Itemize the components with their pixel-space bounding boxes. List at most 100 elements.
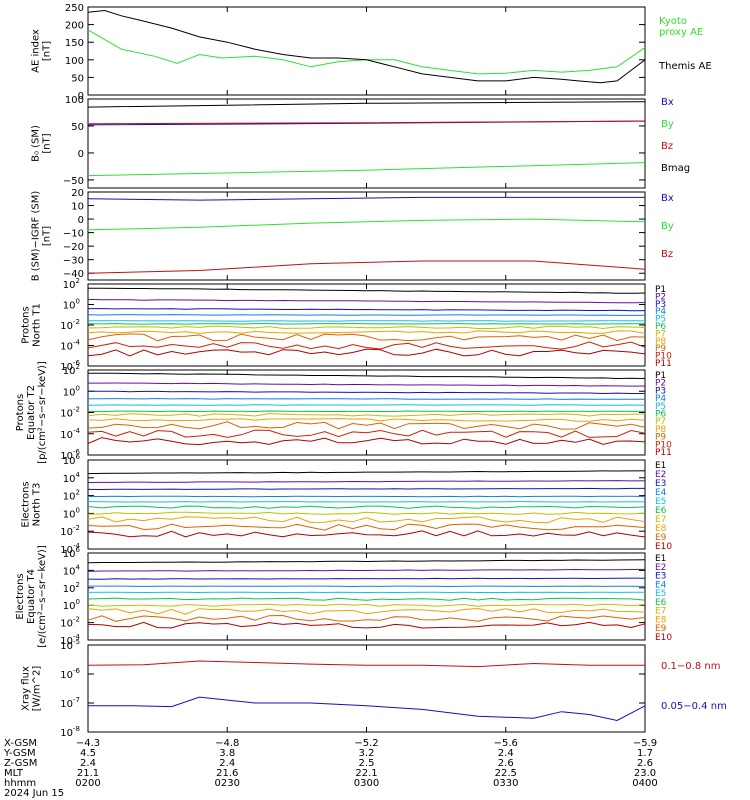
series-line	[87, 530, 646, 538]
legend-entry: P6	[655, 322, 666, 332]
y-tick-label: 100	[63, 384, 80, 398]
legend-entry: P2	[655, 292, 666, 302]
x-tick-label: 1.7	[637, 748, 653, 759]
x-tick-label: 0300	[354, 778, 379, 789]
y-axis-label-line: [e/(cm²−s−sr−keV)]	[37, 545, 48, 648]
series-line	[87, 505, 646, 509]
y-axis-label-line: Electrons	[15, 573, 26, 619]
panel-frame	[87, 644, 646, 733]
y-tick-label: 50	[71, 73, 84, 84]
series-line	[87, 614, 646, 622]
x-tick-label: 0200	[75, 778, 100, 789]
legend-entry: P1	[655, 285, 666, 295]
series-line	[87, 568, 646, 572]
y-tick-label: 10-4	[60, 427, 80, 441]
legend-entry: By	[661, 221, 674, 232]
y-axis-label: Protons North T1	[21, 303, 43, 347]
x-tick-label: 2.4	[219, 758, 235, 769]
legend-entry: E4	[655, 488, 667, 498]
y-tick-label: −50	[63, 176, 84, 187]
legend-entry: Kyoto	[659, 16, 687, 27]
y-tick-label: 10-2	[60, 524, 80, 538]
y-tick-label: 102	[63, 581, 80, 595]
y-axis-label: Electrons North T3	[21, 481, 43, 527]
y-axis-label-line: North T3	[32, 483, 43, 527]
series-line	[87, 480, 646, 483]
y-tick-label: 20	[71, 188, 84, 199]
legend-entry: Bz	[661, 249, 673, 260]
legend-entry: proxy AE	[659, 27, 703, 38]
y-tick-label: 10-2	[60, 616, 80, 630]
x-tick-label: 2.6	[637, 758, 653, 769]
series-line	[87, 29, 646, 75]
legend-entry: P6	[655, 410, 666, 420]
series-line	[87, 437, 646, 446]
y-axis-label-line: [nT]	[42, 41, 53, 61]
y-axis-label: Electrons Equator T4 [e/(cm²−s−sr−keV)]	[15, 545, 48, 648]
legend-entry: P4	[655, 394, 666, 404]
series-line	[88, 308, 646, 312]
y-axis-label-line: [W/m^2]	[32, 666, 43, 712]
y-axis-label: B (SM)−IGRF (SM) [nT]	[31, 191, 53, 282]
x-tick-label: 21.6	[216, 768, 238, 779]
series-line	[88, 495, 646, 498]
y-tick-label: 150	[65, 38, 84, 49]
legend-entry: P10	[655, 352, 672, 362]
legend-entry: E3	[655, 572, 666, 582]
series-line	[88, 390, 645, 395]
legend-entry: P7	[655, 417, 666, 427]
y-axis-label-line: B (SM)−IGRF (SM)	[31, 191, 42, 282]
legend-entry: P8	[655, 425, 666, 435]
x-tick-label: 0230	[215, 778, 240, 789]
x-tick-label: 4.5	[80, 748, 96, 759]
series-line	[87, 325, 646, 330]
series-line	[87, 621, 646, 629]
series-line	[87, 559, 646, 564]
panel-frame	[87, 191, 646, 281]
x-tick-label: 23.0	[634, 768, 656, 779]
legend-entry: E3	[655, 479, 666, 489]
legend-entry: P10	[655, 440, 672, 450]
y-axis-label-line: Protons	[21, 306, 32, 343]
series-line	[87, 101, 646, 108]
series-line	[87, 603, 646, 607]
x-row-label: Y-GSM	[3, 748, 36, 759]
x-tick-label: 3.8	[219, 748, 235, 759]
y-tick-label: 102	[63, 277, 80, 291]
x-tick-label: 2.4	[80, 758, 96, 769]
series-line	[87, 404, 646, 406]
legend-entry: E1	[655, 554, 666, 564]
series-line	[88, 372, 646, 380]
x-tick-label: −5.9	[633, 738, 657, 749]
series-line	[87, 591, 646, 594]
x-row-label: Z-GSM	[4, 758, 37, 769]
legend-entry: P8	[655, 337, 666, 347]
series-line	[87, 323, 645, 325]
y-tick-label: −20	[63, 242, 84, 253]
legend-entry: E10	[655, 633, 672, 643]
y-tick-label: 10-6	[60, 667, 80, 681]
y-tick-label: 0	[78, 91, 84, 102]
y-tick-label: 102	[63, 363, 80, 377]
series-line	[87, 511, 646, 515]
series-line	[87, 162, 646, 177]
y-tick-label: 104	[63, 471, 81, 485]
series-line	[87, 330, 646, 334]
series-line	[87, 333, 646, 342]
x-tick-label: 2.4	[498, 748, 514, 759]
series-line	[87, 218, 646, 231]
legend-entry: 0.05−0.4 nm	[661, 701, 727, 712]
legend-entry: P4	[655, 307, 666, 317]
legend-entry: P5	[655, 315, 666, 325]
legend-entry: P2	[655, 379, 666, 389]
panel-frame	[87, 552, 646, 641]
y-tick-label: 10-4	[60, 339, 80, 353]
series-line	[87, 418, 646, 422]
legend-entry: By	[661, 119, 674, 130]
series-line	[87, 341, 646, 350]
y-axis-label-line: Electrons	[21, 481, 32, 527]
y-axis-label-line: [p/(cm²−s−sr−keV)]	[37, 361, 48, 464]
x-row-label: X-GSM	[4, 738, 37, 749]
series-line	[87, 410, 645, 413]
